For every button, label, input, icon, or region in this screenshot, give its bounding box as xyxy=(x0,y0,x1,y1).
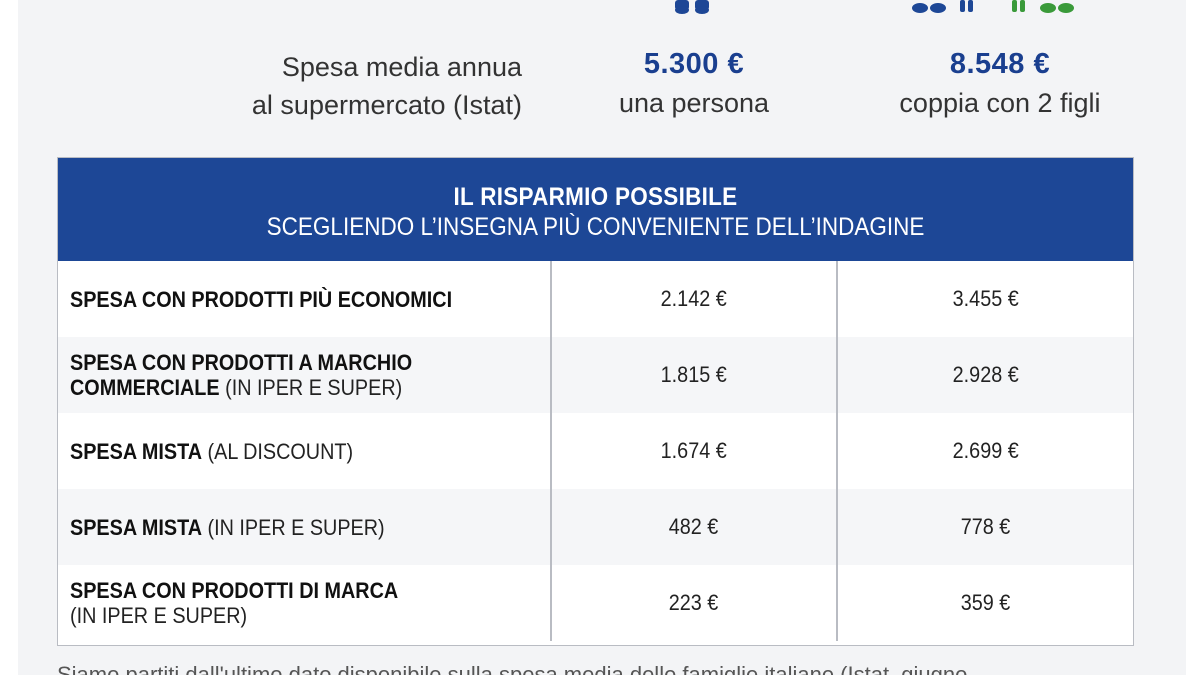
table-subtitle: SCEGLIENDO L’INSEGNA PIÙ CONVENIENTE DEL… xyxy=(266,213,925,241)
value-text: 223 € xyxy=(669,590,719,615)
value-text: 2.699 € xyxy=(952,438,1019,463)
row-label-bold: SPESA CON PRODOTTI DI MARCA xyxy=(70,578,399,603)
row-value-family: 359 € xyxy=(836,565,1133,641)
single-value: 5.300 € xyxy=(643,48,745,80)
person-feet-icon xyxy=(675,0,709,14)
value-text: 359 € xyxy=(960,590,1011,615)
row-label: SPESA CON PRODOTTI DI MARCA (IN IPER E SU… xyxy=(58,565,551,641)
table-title: IL RISPARMIO POSSIBILE xyxy=(453,183,738,211)
savings-table: IL RISPARMIO POSSIBILE SCEGLIENDO L’INSE… xyxy=(57,157,1134,646)
row-label-bold: SPESA MISTA xyxy=(70,438,203,464)
value-text: 3.455 € xyxy=(952,286,1019,311)
table-row: SPESA MISTA (IN IPER E SUPER) 482 € 778 … xyxy=(58,489,1133,565)
summary-family: 8.548 € coppia con 2 figli xyxy=(870,44,1130,122)
row-label: SPESA CON PRODOTTI A MARCHIO COMMERCIALE … xyxy=(58,337,551,413)
row-value-single: 1.674 € xyxy=(550,413,837,489)
row-label-normal: (IN IPER E SUPER) xyxy=(70,603,248,628)
summary-single: 5.300 € una persona xyxy=(564,44,824,122)
value-text: 482 € xyxy=(669,514,719,539)
row-label-bold: SPESA MISTA xyxy=(70,514,203,540)
row-label-bold: SPESA CON PRODOTTI A MARCHIO xyxy=(70,350,413,375)
summary-label: Spesa media annua al supermercato (Istat… xyxy=(178,48,522,124)
row-label-normal: (AL DISCOUNT) xyxy=(202,438,354,464)
row-label-normal: (IN IPER E SUPER) xyxy=(202,514,385,540)
table-row: SPESA CON PRODOTTI DI MARCA (IN IPER E SU… xyxy=(58,565,1133,641)
table-row: SPESA MISTA (AL DISCOUNT) 1.674 € 2.699 … xyxy=(58,413,1133,489)
family-desc: coppia con 2 figli xyxy=(899,88,1101,118)
savings-table-body: SPESA CON PRODOTTI PIÙ ECONOMICI 2.142 €… xyxy=(58,261,1133,641)
row-value-family: 2.699 € xyxy=(836,413,1133,489)
row-label: SPESA CON PRODOTTI PIÙ ECONOMICI xyxy=(58,261,551,337)
single-desc: una persona xyxy=(618,88,770,118)
row-label: SPESA MISTA (AL DISCOUNT) xyxy=(58,413,551,489)
row-value-single: 2.142 € xyxy=(550,261,837,337)
row-value-single: 223 € xyxy=(550,565,837,641)
family-feet-icon xyxy=(912,0,1074,13)
value-text: 1.815 € xyxy=(660,362,728,387)
footnote: Siamo partiti dall'ultimo dato disponibi… xyxy=(57,662,968,675)
row-value-single: 1.815 € xyxy=(550,337,837,413)
value-text: 778 € xyxy=(960,514,1011,539)
row-label-bold: SPESA CON PRODOTTI PIÙ ECONOMICI xyxy=(70,286,453,312)
row-value-family: 3.455 € xyxy=(836,261,1133,337)
summary-label-line2: al supermercato (Istat) xyxy=(251,90,522,120)
table-row: SPESA CON PRODOTTI A MARCHIO COMMERCIALE … xyxy=(58,337,1133,413)
summary-label-line1: Spesa media annua xyxy=(281,52,522,82)
value-text: 2.142 € xyxy=(660,286,728,311)
value-text: 1.674 € xyxy=(660,438,728,463)
row-label-bold-2: COMMERCIALE xyxy=(70,375,220,400)
table-row: SPESA CON PRODOTTI PIÙ ECONOMICI 2.142 €… xyxy=(58,261,1133,337)
row-label: SPESA MISTA (IN IPER E SUPER) xyxy=(58,489,551,565)
family-value: 8.548 € xyxy=(949,48,1051,80)
row-value-family: 2.928 € xyxy=(836,337,1133,413)
row-value-single: 482 € xyxy=(550,489,837,565)
table-header: IL RISPARMIO POSSIBILE SCEGLIENDO L’INSE… xyxy=(58,158,1133,261)
value-text: 2.928 € xyxy=(952,362,1019,387)
row-label-normal: (IN IPER E SUPER) xyxy=(219,375,403,400)
row-value-family: 778 € xyxy=(836,489,1133,565)
